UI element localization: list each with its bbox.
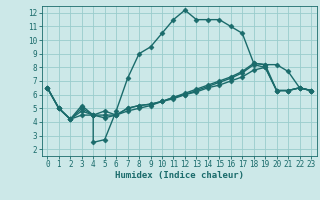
X-axis label: Humidex (Indice chaleur): Humidex (Indice chaleur)	[115, 171, 244, 180]
